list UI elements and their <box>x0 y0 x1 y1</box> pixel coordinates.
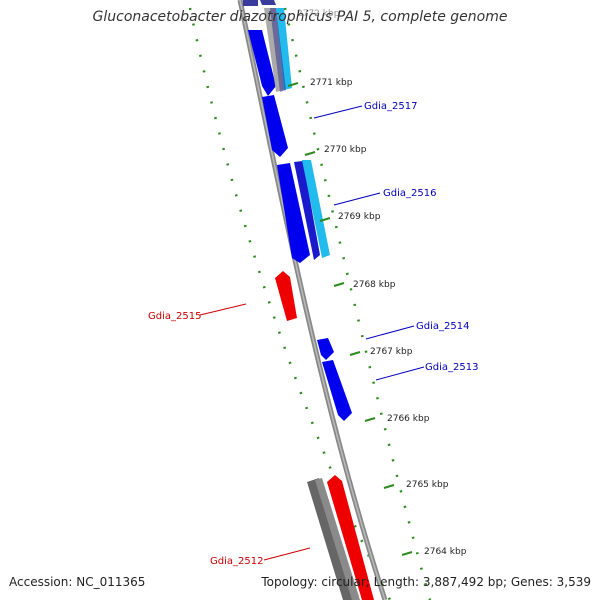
gene-label-gdia2513[interactable]: Gdia_2513 <box>425 362 478 373</box>
tick-mark <box>319 217 331 222</box>
leader-gdia2513 <box>375 366 425 381</box>
tick-label: 2768 kbp <box>353 280 396 290</box>
topology-summary: Topology: circular; Length: 3,887,492 bp… <box>261 575 591 589</box>
gene-block-top-dark-2 <box>260 0 276 5</box>
tick-mark <box>401 551 413 556</box>
leader-gdia2514 <box>365 325 415 340</box>
gene-gdia2513 <box>322 360 352 421</box>
tick-mark <box>349 351 361 356</box>
leader-gdia2516 <box>333 192 381 206</box>
tick-label: 2771 kbp <box>310 78 353 88</box>
gene-pseudo-bottom-light <box>315 478 360 600</box>
faded-top-tick-label: 2772 kbp <box>297 9 340 19</box>
tick-mark <box>287 82 299 87</box>
backbone-line <box>237 0 388 600</box>
gene-label-gdia2512[interactable]: Gdia_2512 <box>210 556 263 567</box>
tick-mark <box>304 151 316 156</box>
tick-mark <box>364 417 376 422</box>
gene-gdia2515 <box>275 271 297 321</box>
outer-dotted-track <box>283 7 432 600</box>
gene-gdia2516-a <box>277 163 310 263</box>
gene-rna-top <box>276 8 292 90</box>
gene-label-gdia2516[interactable]: Gdia_2516 <box>383 188 436 199</box>
tick-mark <box>333 282 345 287</box>
tick-label: 2766 kbp <box>387 414 430 424</box>
tick-label: 2765 kbp <box>406 480 449 490</box>
gene-gdia2514 <box>317 338 334 360</box>
tick-label: 2767 kbp <box>370 347 413 357</box>
accession-label: Accession: NC_011365 <box>9 575 146 589</box>
gene-gdia2518 <box>248 30 276 96</box>
tick-mark <box>383 484 395 489</box>
gene-gdia2516-rna <box>302 160 330 258</box>
gene-gdia2517 <box>262 95 288 157</box>
gene-gray-top <box>264 8 284 92</box>
gene-dark-top <box>270 8 286 92</box>
leader-gdia2512 <box>263 547 311 561</box>
map-title: Gluconacetobacter diazotrophicus PAI 5, … <box>92 9 508 25</box>
leader-gdia2515 <box>199 303 247 316</box>
tick-label: 2769 kbp <box>338 212 381 222</box>
gene-label-gdia2517[interactable]: Gdia_2517 <box>364 101 417 112</box>
backbone-highlight <box>239 0 386 600</box>
gene-gdia2512 <box>327 475 374 600</box>
gene-label-gdia2515[interactable]: Gdia_2515 <box>148 311 201 322</box>
tick-label: 2764 kbp <box>424 547 467 557</box>
gene-block-top-dark <box>243 0 258 6</box>
gene-gdia2516-b <box>294 161 320 260</box>
tick-label: 2770 kbp <box>324 145 367 155</box>
leader-gdia2517 <box>313 105 363 119</box>
gene-label-gdia2514[interactable]: Gdia_2514 <box>416 321 469 332</box>
